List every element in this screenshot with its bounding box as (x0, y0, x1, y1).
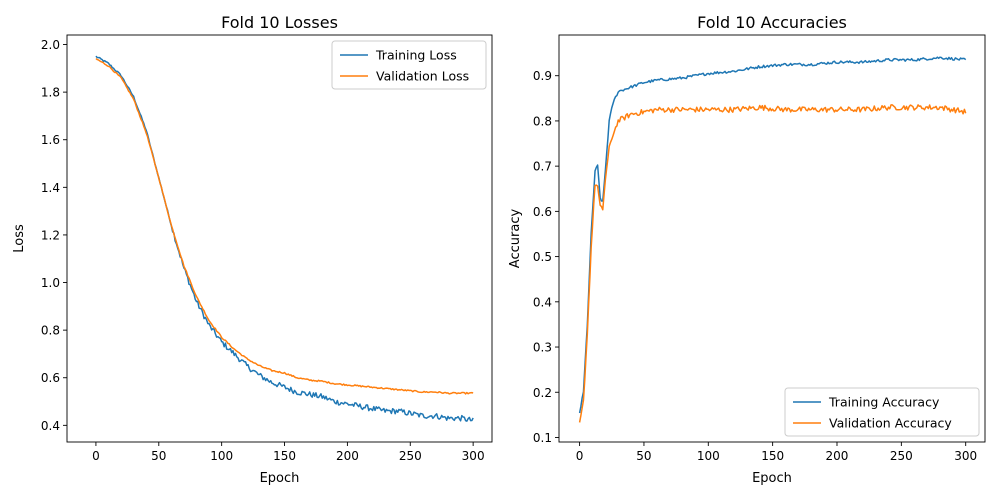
accuracy-y-tick-label: 0.6 (533, 205, 552, 219)
loss-series-line-validation (95, 57, 474, 395)
loss-legend-label-validation: Validation Loss (376, 69, 469, 84)
accuracy-x-tick-label: 200 (826, 449, 849, 463)
loss-y-tick-label: 1.0 (41, 276, 60, 290)
loss-x-tick-label: 200 (336, 449, 359, 463)
accuracy-x-tick-label: 0 (576, 449, 584, 463)
loss-y-tick-label: 1.8 (41, 86, 60, 100)
loss-x-tick-label: 100 (210, 449, 233, 463)
loss-series-line-training (95, 55, 474, 422)
loss-y-tick-label: 0.6 (41, 371, 60, 385)
accuracy-x-tick-label: 300 (954, 449, 977, 463)
loss-legend: Training Loss Validation Loss (331, 40, 487, 90)
loss-x-tick-label: 150 (273, 449, 296, 463)
accuracy-y-tick-label: 0.8 (533, 114, 552, 128)
accuracy-chart-panel: 0 50 100 150 200 250 300 0.1 0.2 0.3 0.4 0.5 0.6 0.7 0… (508, 13, 986, 486)
loss-x-tick-label: 50 (151, 449, 166, 463)
accuracy-series-line-training (578, 56, 967, 414)
accuracy-x-tick-label: 50 (636, 449, 651, 463)
loss-y-tick-label: 0.4 (41, 419, 60, 433)
accuracy-y-tick-label: 0.9 (533, 69, 552, 83)
loss-x-tick-label: 250 (399, 449, 422, 463)
accuracy-legend-label-validation: Validation Accuracy (829, 416, 952, 431)
accuracy-y-tick-label: 0.1 (533, 431, 552, 445)
accuracy-x-axis-label: Epoch (752, 471, 792, 486)
accuracy-x-tick-label: 100 (697, 449, 720, 463)
accuracy-x-tick-label: 150 (761, 449, 784, 463)
accuracy-chart-title: Fold 10 Accuracies (697, 13, 847, 32)
loss-x-tick-label: 0 (92, 449, 100, 463)
accuracy-legend-label-training: Training Accuracy (828, 395, 940, 410)
loss-axes-frame (66, 34, 493, 443)
accuracy-y-tick-label: 0.5 (533, 250, 552, 264)
accuracy-x-tick-label: 250 (890, 449, 913, 463)
accuracy-legend: Training Accuracy Validation Accuracy (784, 387, 980, 437)
loss-x-tick-label: 300 (462, 449, 485, 463)
loss-legend-label-training: Training Loss (375, 48, 457, 63)
accuracy-y-axis-label: Accuracy (508, 209, 523, 269)
loss-y-tick-label: 2.0 (41, 38, 60, 52)
accuracy-y-tick-label: 0.7 (533, 160, 552, 174)
loss-chart-panel: 0 50 100 150 200 250 300 0.4 0.6 0.8 1.0 1.2 1.4 1.6 1… (12, 13, 493, 486)
accuracy-legend-box (784, 387, 980, 437)
loss-y-tick-label: 1.4 (41, 181, 60, 195)
loss-y-tick-label: 1.6 (41, 133, 60, 147)
loss-x-axis-label: Epoch (260, 471, 300, 486)
loss-chart-title: Fold 10 Losses (221, 13, 338, 32)
accuracy-y-tick-label: 0.2 (533, 386, 552, 400)
loss-y-tick-label: 0.8 (41, 324, 60, 338)
accuracy-series-line-validation (578, 104, 967, 423)
loss-legend-box (331, 40, 487, 90)
accuracy-y-tick-label: 0.3 (533, 341, 552, 355)
loss-y-axis-label: Loss (12, 224, 27, 253)
accuracy-y-tick-label: 0.4 (533, 295, 552, 309)
accuracy-axes-frame (558, 34, 986, 443)
loss-y-tick-label: 1.2 (41, 228, 60, 242)
